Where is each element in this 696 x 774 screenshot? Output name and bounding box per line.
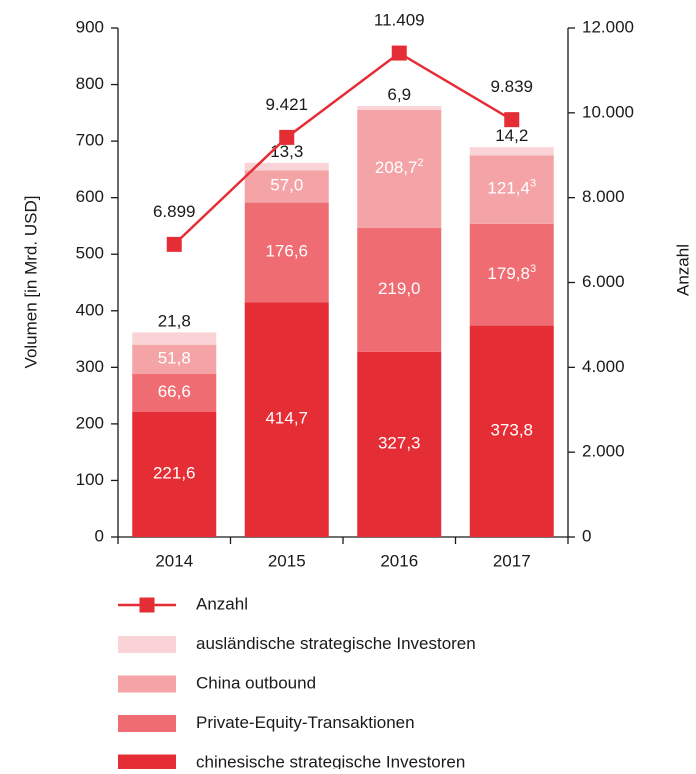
legend-label: China outbound	[196, 673, 316, 692]
value-label-text: 66,6	[158, 382, 191, 401]
y-tick-label: 100	[76, 470, 104, 489]
x-tick-label: 2015	[268, 551, 306, 570]
value-label-text: 21,8	[158, 312, 191, 331]
bar-segment	[469, 325, 554, 537]
bar-segment	[244, 202, 329, 303]
value-label: 14,2	[495, 127, 528, 146]
legend-label: Anzahl	[196, 594, 248, 613]
y-tick-label: 200	[76, 413, 104, 432]
value-label: 179,83	[487, 263, 536, 284]
y2-tick-label: 12.000	[582, 17, 634, 36]
line	[173, 51, 513, 246]
y2-tick-label: 4.000	[582, 357, 625, 376]
value-label-text: 121,4	[487, 179, 530, 198]
value-label: 221,6	[153, 464, 196, 483]
legend-swatch	[118, 715, 176, 732]
y2-tick-label: 8.000	[582, 187, 625, 206]
bar-segment	[469, 223, 554, 326]
bar-segment	[132, 374, 217, 412]
legend-label: chinesische strategische Investoren	[196, 752, 465, 769]
bar-segment	[357, 228, 442, 352]
value-label: 66,6	[158, 382, 191, 401]
line-marker	[279, 129, 295, 145]
value-label: 9.839	[490, 77, 533, 96]
y-tick-label: 700	[76, 131, 104, 150]
value-label-text: 179,8	[487, 264, 530, 283]
value-label: 11.409	[374, 11, 425, 30]
value-label-text: 208,7	[375, 159, 418, 178]
y2-tick-label: 6.000	[582, 272, 625, 291]
value-label: 208,72	[375, 157, 424, 178]
legend-swatch	[118, 636, 176, 653]
legend-marker	[139, 597, 155, 613]
bar-segment	[132, 332, 217, 345]
bar-segment	[244, 162, 329, 171]
value-label-text: 414,7	[265, 409, 308, 428]
line-marker	[391, 45, 407, 61]
line-marker	[504, 112, 520, 128]
y-tick-label: 300	[76, 357, 104, 376]
y-tick-label: 800	[76, 74, 104, 93]
y2-tick-label: 10.000	[582, 102, 634, 121]
legend-label: ausländische strategische Investoren	[196, 634, 476, 653]
bar-segment	[357, 110, 442, 229]
bar-segment	[357, 351, 442, 537]
value-label-text: 176,6	[265, 242, 308, 261]
value-label-text: 221,6	[153, 464, 196, 483]
value-label: 57,0	[270, 176, 303, 195]
y2-tick-label: 0	[582, 526, 591, 545]
value-label-text: 219,0	[378, 279, 421, 298]
legend-swatch	[118, 675, 176, 693]
value-label: 121,43	[487, 177, 536, 198]
legend-swatch	[118, 754, 176, 772]
value-label: 13,3	[270, 142, 303, 161]
y-axis-label: Volumen [in Mrd. USD]	[21, 196, 40, 369]
x-tick-label: 2014	[155, 551, 193, 570]
y-tick-label: 500	[76, 244, 104, 263]
bar-segment	[469, 147, 554, 156]
legend-label: Private-Equity-Transaktionen	[196, 713, 415, 732]
bar-segment	[357, 106, 442, 111]
value-label-text: 57,0	[270, 176, 303, 195]
value-label-text: 373,8	[490, 421, 533, 440]
bar-segment	[132, 411, 217, 537]
value-label: 219,0	[378, 279, 421, 298]
value-label-text: 13,3	[270, 142, 303, 161]
value-label: 9.421	[265, 95, 308, 114]
y-tick-label: 600	[76, 187, 104, 206]
bar-segment	[244, 170, 329, 203]
value-label: 414,7	[265, 409, 308, 428]
bar-segment	[132, 344, 217, 375]
value-label-text: 51,8	[158, 349, 191, 368]
value-label-text: 327,3	[378, 434, 421, 453]
value-label-text: 6,9	[387, 86, 411, 105]
value-label: 327,3	[378, 434, 421, 453]
bar-segment	[469, 155, 554, 224]
value-label: 6,9	[387, 86, 411, 105]
value-label: 176,6	[265, 242, 308, 261]
bar-segment	[244, 302, 329, 537]
value-label: 51,8	[158, 349, 191, 368]
footnote: 2	[417, 157, 423, 169]
footnote: 3	[530, 263, 536, 275]
value-label: 6.899	[153, 202, 196, 221]
line-marker	[166, 236, 182, 252]
y2-axis-label: Anzahl	[673, 244, 692, 296]
footnote: 3	[530, 177, 536, 189]
value-label: 373,8	[490, 421, 533, 440]
y2-tick-label: 2.000	[582, 442, 625, 461]
value-label-text: 14,2	[495, 127, 528, 146]
value-label: 21,8	[158, 312, 191, 331]
x-tick-label: 2016	[380, 551, 418, 570]
y-tick-label: 0	[95, 526, 104, 545]
x-tick-label: 2017	[493, 551, 531, 570]
y-tick-label: 900	[76, 17, 104, 36]
y-tick-label: 400	[76, 300, 104, 319]
